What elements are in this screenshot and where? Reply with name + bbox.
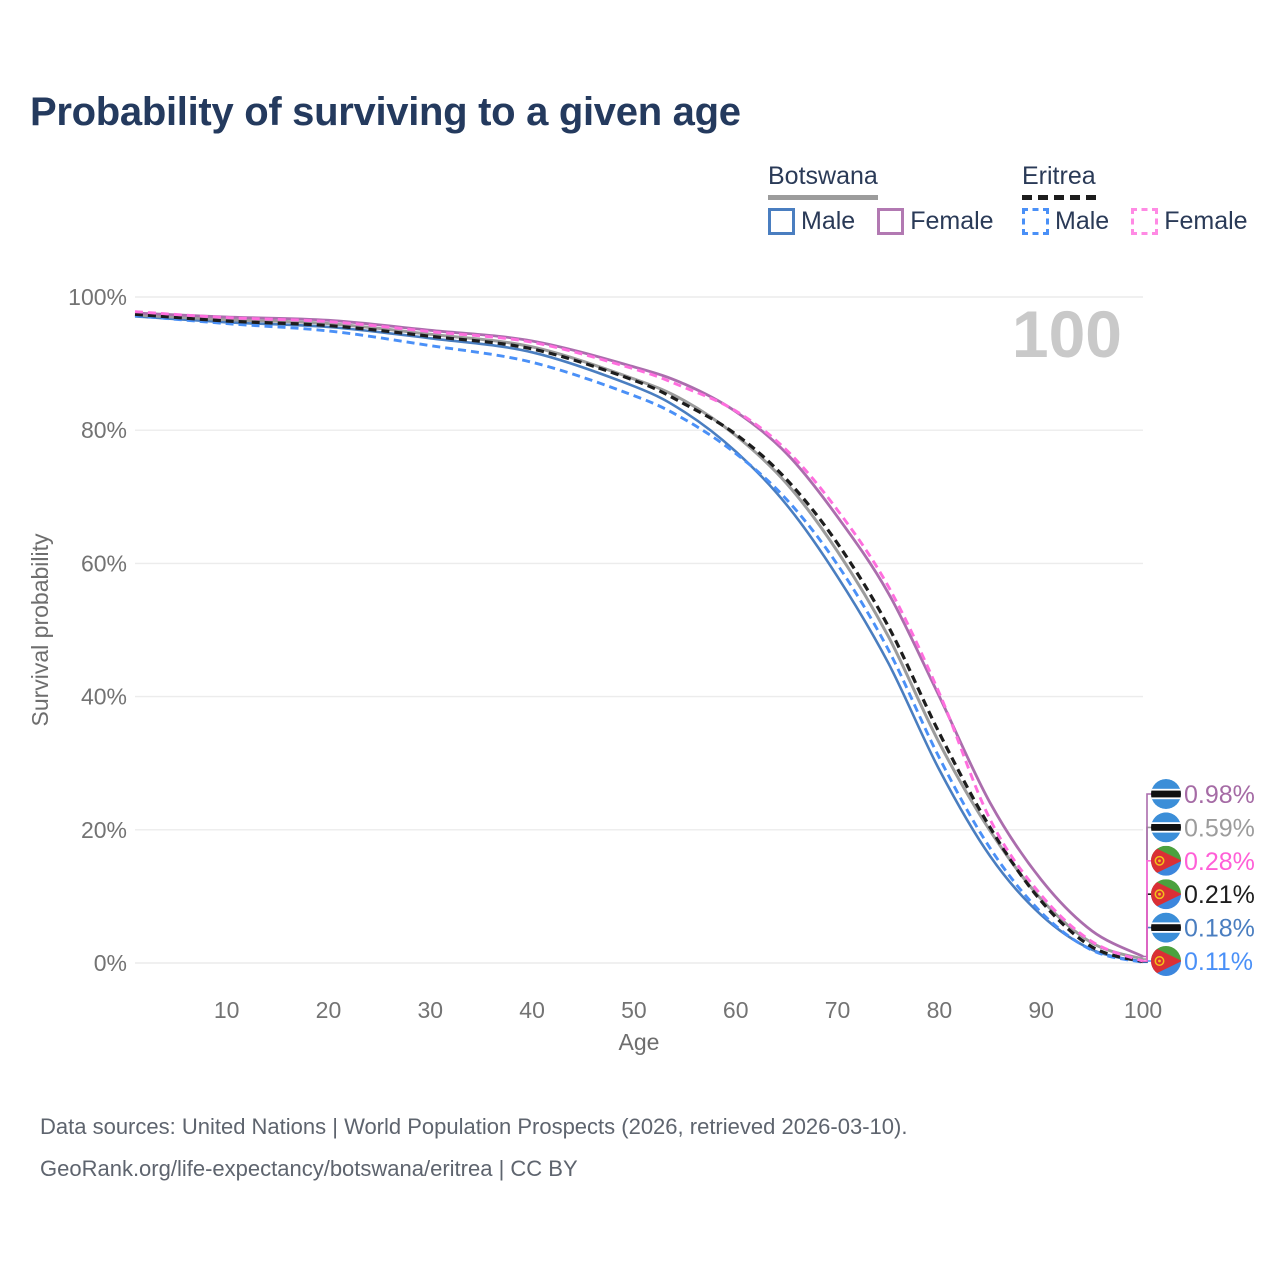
y-axis-title: Survival probability (27, 533, 53, 727)
legend-item-eritrea-female[interactable]: Female (1131, 207, 1248, 236)
x-tick-label: 20 (316, 997, 342, 1023)
axis-ticks: 0% 20% 40% 60% 80% 100% 10 20 30 40 50 60 70 80 90 100 (68, 284, 1162, 1023)
solid-line-swatch-icon (768, 208, 795, 235)
botswana-flag-icon (1151, 913, 1181, 943)
series-line-botswana-total (134, 313, 1144, 961)
chart-watermark: 100 (1012, 297, 1122, 371)
end-value-label: 0.18% (1184, 915, 1255, 943)
x-axis-title: Age (619, 1029, 660, 1055)
y-tick-label: 80% (81, 417, 127, 443)
dashed-line-swatch-icon (1022, 208, 1049, 235)
legend-country-eritrea: Eritrea (1022, 162, 1096, 200)
end-value-label: 0.59% (1184, 814, 1255, 842)
end-value-labels: 0.18% 0.59% 0.98% 0.11% 0.21% 0.28% (1143, 779, 1255, 976)
y-tick-label: 60% (81, 550, 127, 576)
series-line-eritrea-total (134, 312, 1144, 964)
series-line-eritrea-male (134, 314, 1144, 964)
eritrea-flag-icon (1151, 879, 1182, 909)
data-source-footer: Data sources: United Nations | World Pop… (40, 1106, 907, 1190)
x-tick-label: 10 (214, 997, 240, 1023)
legend-item-botswana-male[interactable]: Male (768, 207, 855, 236)
legend-item-label: Male (1055, 207, 1110, 235)
legend-item-label: Female (1164, 207, 1248, 235)
y-tick-label: 0% (94, 950, 127, 976)
solid-line-swatch-icon (877, 208, 905, 235)
end-value-label: 0.21% (1184, 881, 1255, 909)
chart-legend: Botswana Male Female Eritrea Male (0, 162, 1280, 242)
page-title: Probability of surviving to a given age (30, 90, 741, 134)
x-tick-label: 70 (825, 997, 851, 1023)
legend-item-eritrea-male[interactable]: Male (1022, 207, 1109, 236)
botswana-flag-icon (1151, 779, 1181, 809)
botswana-flag-icon (1151, 812, 1181, 842)
series-line-botswana-male (134, 315, 1144, 964)
end-value-label: 0.11% (1184, 948, 1253, 976)
y-tick-label: 100% (68, 284, 127, 310)
footer-link-line: GeoRank.org/life-expectancy/botswana/eri… (40, 1156, 578, 1181)
x-tick-label: 100 (1124, 997, 1162, 1023)
legend-country-botswana: Botswana (768, 162, 878, 200)
legend-item-label: Female (910, 207, 994, 235)
legend-group-eritrea: Eritrea Male Female (1022, 162, 1248, 236)
x-tick-label: 40 (519, 997, 545, 1023)
x-tick-label: 30 (417, 997, 443, 1023)
axis-titles: Age Survival probability (27, 533, 659, 1055)
legend-item-botswana-female[interactable]: Female (877, 207, 994, 236)
end-value-label: 0.98% (1184, 781, 1255, 809)
y-tick-label: 20% (81, 817, 127, 843)
watermark-age-label: 100 (1012, 297, 1122, 371)
dashed-line-swatch-icon (1131, 208, 1159, 235)
x-tick-label: 50 (621, 997, 647, 1023)
legend-item-label: Male (801, 207, 856, 235)
end-label-leader-line (1143, 860, 1151, 962)
x-tick-label: 80 (927, 997, 953, 1023)
x-tick-label: 90 (1028, 997, 1054, 1023)
y-tick-label: 40% (81, 684, 127, 710)
legend-group-botswana: Botswana Male Female (768, 162, 994, 236)
end-value-label: 0.28% (1184, 848, 1255, 876)
x-tick-label: 60 (723, 997, 749, 1023)
series-line-eritrea-female (134, 310, 1144, 963)
gridlines (135, 296, 1143, 964)
eritrea-flag-icon (1151, 946, 1182, 976)
footer-sources-line: Data sources: United Nations | World Pop… (40, 1114, 908, 1139)
eritrea-flag-icon (1151, 846, 1182, 876)
series-lines (134, 310, 1144, 964)
